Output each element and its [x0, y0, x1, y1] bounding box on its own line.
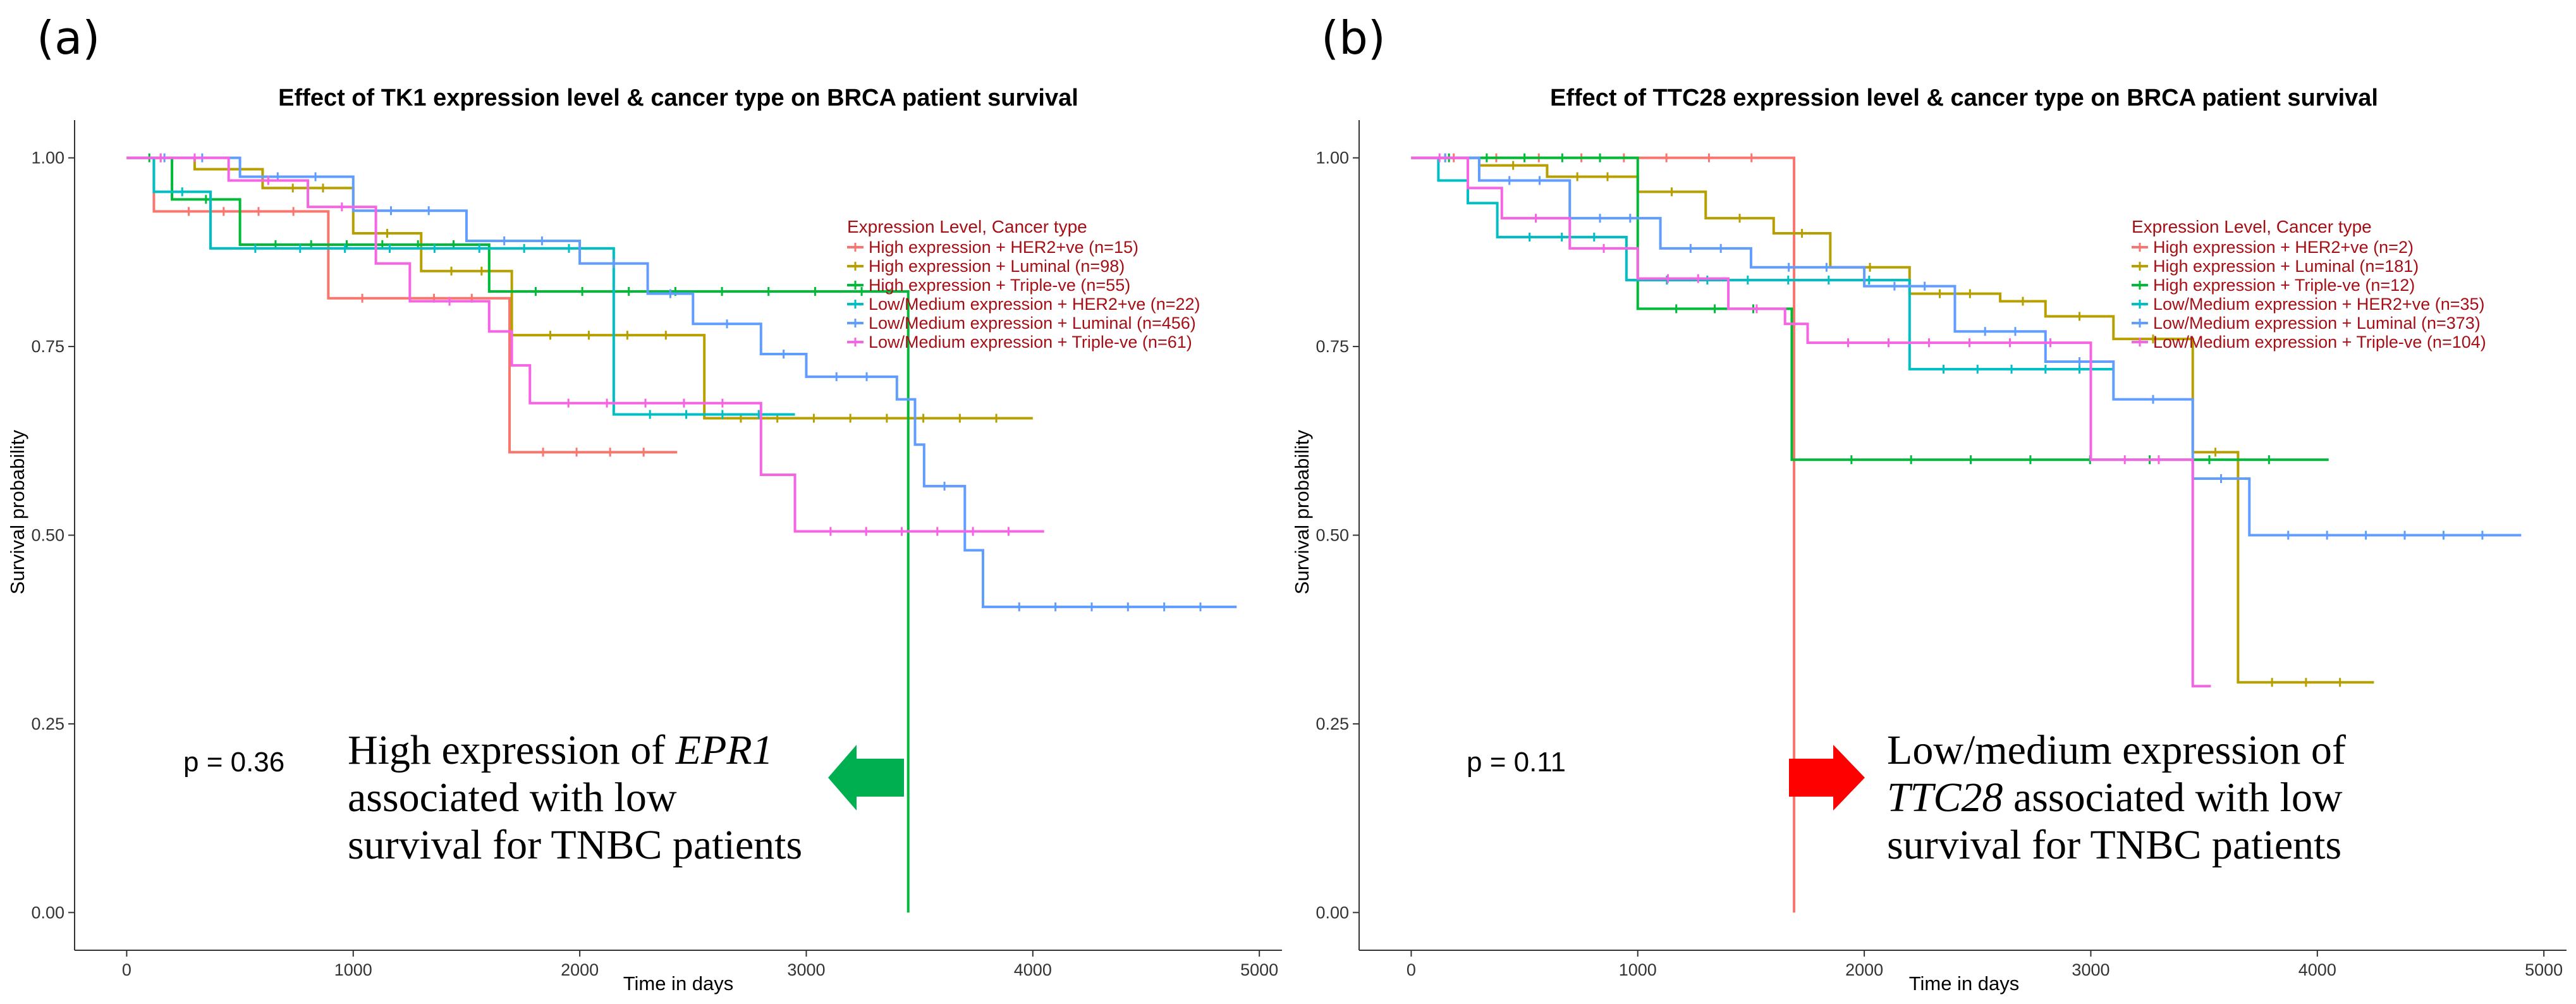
legend-entry: Low/Medium expression + HER2+ve (n=22) — [869, 295, 1200, 314]
survival-curve-series-6 — [126, 156, 1044, 533]
legend-entry: High expression + HER2+ve (n=15) — [869, 238, 1138, 257]
legend-entry: Low/Medium expression + Triple-ve (n=104… — [2153, 333, 2486, 352]
legend-entry: Low/Medium expression + Triple-ve (n=61) — [869, 333, 1192, 352]
red-arrow-icon — [1789, 745, 1865, 811]
annotation-line-2: associated with low — [348, 774, 677, 821]
annotation-line-2: TTC28 associated with low — [1887, 774, 2343, 821]
legend-entry: High expression + HER2+ve (n=2) — [2153, 238, 2414, 257]
x-tick-label: 3000 — [787, 960, 825, 979]
y-tick-label: 0.00 — [31, 903, 64, 922]
x-tick-label: 4000 — [2298, 960, 2336, 979]
panel-label: (a) — [37, 11, 100, 64]
survival-curve-series-1 — [1411, 156, 1796, 913]
chart-title: Effect of TK1 expression level & cancer … — [278, 85, 1078, 111]
plot-area: 0.00 0.25 0.50 0.75 1.00 0 1000 2000 3000 4000 500… — [1315, 120, 2567, 979]
annotation-line-3: survival for TNBC patients — [348, 822, 802, 868]
y-tick-label: 0.75 — [31, 337, 64, 356]
x-tick-label: 2000 — [1845, 960, 1883, 979]
legend-entry: High expression + Luminal (n=98) — [869, 257, 1125, 276]
x-tick-label: 1000 — [1619, 960, 1657, 979]
green-arrow-icon — [828, 745, 904, 811]
y-axis-title: Survival probability — [1291, 429, 1313, 594]
y-axis-title: Survival probability — [6, 429, 28, 594]
survival-curve-series-4 — [126, 156, 795, 416]
x-tick-label: 1000 — [334, 960, 372, 979]
panel-b: (b) Effect of TTC28 expression level & c… — [1291, 11, 2567, 995]
y-tick-label: 0.25 — [1315, 714, 1349, 733]
x-tick-label: 5000 — [1240, 960, 1278, 979]
plot-area: 0.00 0.25 0.50 0.75 1.00 0 1000 2000 3000 4000 500… — [31, 120, 1282, 979]
legend-entry: High expression + Luminal (n=181) — [2153, 257, 2419, 276]
x-tick-label: 0 — [122, 960, 131, 979]
p-value: p = 0.11 — [1467, 747, 1566, 778]
legend-title: Expression Level, Cancer type — [847, 217, 1087, 236]
legend-entry: Low/Medium expression + HER2+ve (n=35) — [2153, 295, 2485, 314]
y-tick-label: 1.00 — [1315, 149, 1349, 168]
y-tick-label: 1.00 — [31, 149, 64, 168]
x-tick-label: 5000 — [2525, 960, 2563, 979]
legend-entry: Low/Medium expression + Luminal (n=456) — [869, 314, 1196, 333]
y-tick-label: 0.25 — [31, 714, 64, 733]
y-tick-label: 0.50 — [1315, 526, 1349, 545]
legend-entry: Low/Medium expression + Luminal (n=373) — [2153, 314, 2481, 333]
y-tick-label: 0.00 — [1315, 903, 1349, 922]
chart-title: Effect of TTC28 expression level & cance… — [1550, 85, 2378, 111]
panel-a: (a) Effect of TK1 expression level & can… — [6, 11, 1282, 995]
x-axis-title: Time in days — [1909, 972, 2020, 995]
x-tick-label: 4000 — [1014, 960, 1052, 979]
legend-entry: High expression + Triple-ve (n=55) — [869, 276, 1130, 295]
survival-curve-series-6 — [1411, 156, 2211, 688]
x-axis-title: Time in days — [623, 972, 734, 995]
x-tick-label: 0 — [1407, 960, 1416, 979]
y-tick-label: 0.50 — [31, 526, 64, 545]
survival-curve-series-4 — [1411, 156, 2114, 370]
p-value: p = 0.36 — [183, 747, 284, 778]
y-tick-label: 0.75 — [1315, 337, 1349, 356]
legend-entry: High expression + Triple-ve (n=12) — [2153, 276, 2415, 295]
panel-label: (b) — [1321, 11, 1386, 64]
x-tick-label: 3000 — [2072, 960, 2109, 979]
annotation-line-1: High expression of EPR1 — [348, 727, 773, 773]
x-tick-label: 2000 — [561, 960, 599, 979]
annotation-line-1: Low/medium expression of — [1887, 727, 2346, 773]
survival-curve-series-5 — [1411, 156, 2522, 537]
legend-title: Expression Level, Cancer type — [2132, 217, 2372, 236]
annotation-line-3: survival for TNBC patients — [1887, 822, 2341, 868]
